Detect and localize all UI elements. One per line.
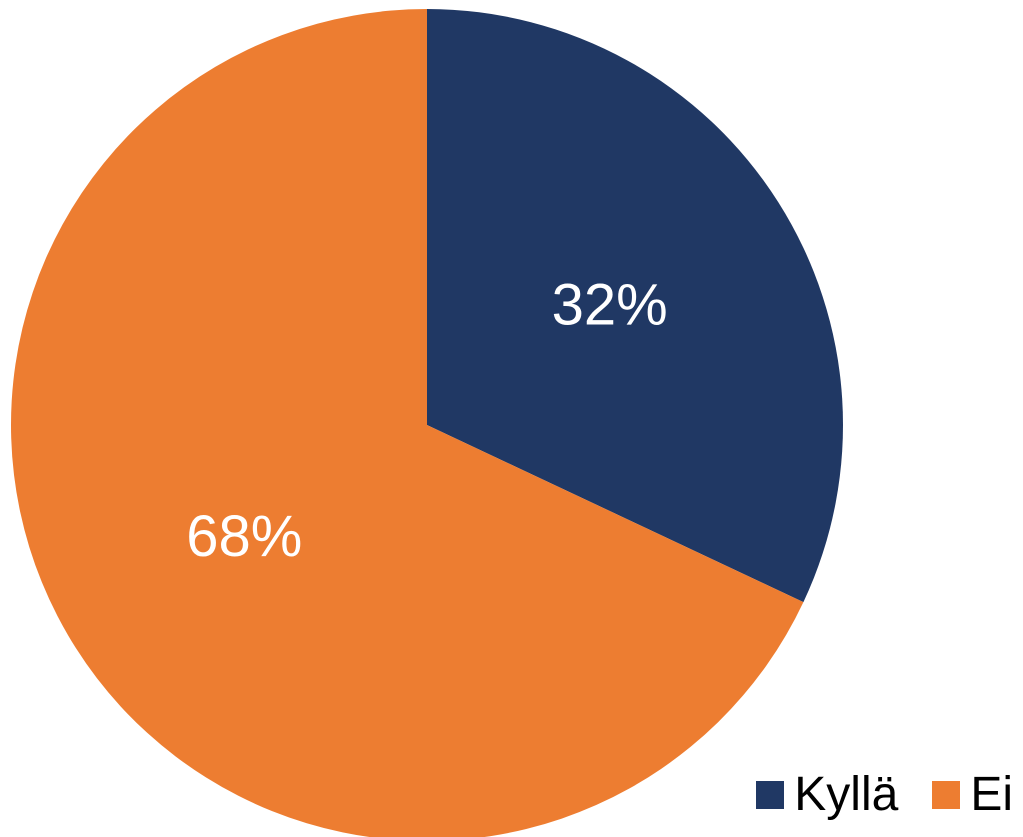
pie-slices [11, 9, 844, 837]
pie-data-labels: 32% 68% [186, 272, 667, 569]
data-label-ei: 68% [186, 504, 302, 569]
legend-swatch-ei [932, 781, 961, 809]
legend-item-ei: Ei [932, 771, 1013, 819]
legend-item-kylla: Kyllä [756, 771, 898, 819]
legend-swatch-kylla [756, 781, 785, 809]
pie-slice-ei [11, 9, 804, 837]
data-label-kylla: 32% [552, 272, 668, 337]
legend-label-ei: Ei [970, 768, 1013, 821]
pie-slice-kylla [427, 9, 844, 603]
chart-legend: Kyllä Ei [756, 771, 1013, 819]
legend-label-kylla: Kyllä [794, 768, 899, 821]
